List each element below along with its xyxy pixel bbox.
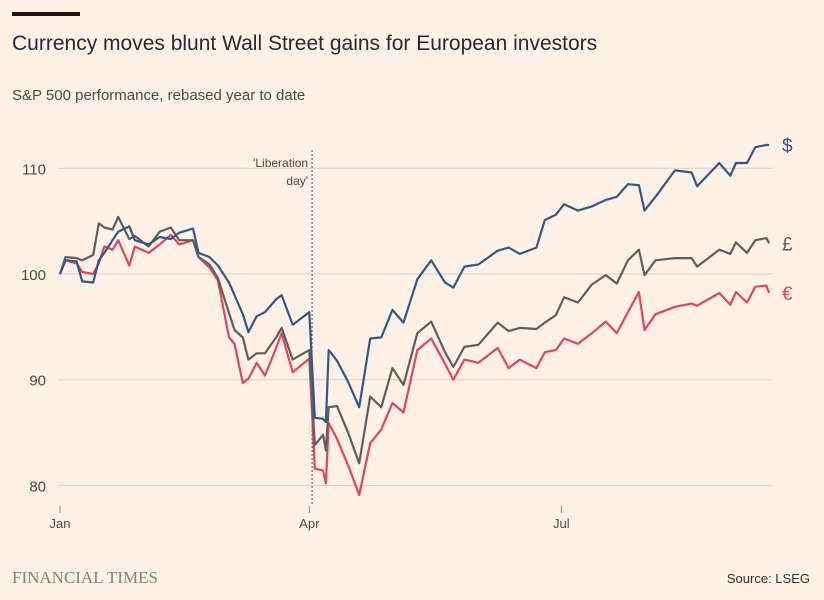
chart-title: Currency moves blunt Wall Street gains f… (12, 32, 598, 55)
series-label: £ (782, 234, 793, 255)
x-tick-label: Jul (553, 516, 570, 531)
series-line-0 (58, 143, 770, 424)
annotation-text-line2: day' (286, 174, 308, 188)
y-tick-label: 100 (21, 267, 46, 284)
brand-top-bar (12, 12, 80, 16)
financial-times-logo: FINANCIAL TIMES (12, 568, 158, 587)
series-line-1 (58, 215, 771, 465)
x-tick-label: Jan (50, 516, 71, 531)
y-tick-label: 80 (29, 478, 46, 495)
source-note: Source: LSEG (726, 571, 810, 586)
y-tick-label: 90 (29, 373, 46, 390)
annotation-text-line1: 'Liberation (253, 156, 308, 170)
series-label: € (782, 284, 793, 305)
x-tick-label: Apr (299, 516, 320, 531)
y-tick-label: 110 (22, 161, 46, 178)
series-line-2 (58, 233, 771, 496)
series-label: $ (782, 136, 793, 157)
chart-subtitle: S&P 500 performance, rebased year to dat… (12, 87, 306, 104)
